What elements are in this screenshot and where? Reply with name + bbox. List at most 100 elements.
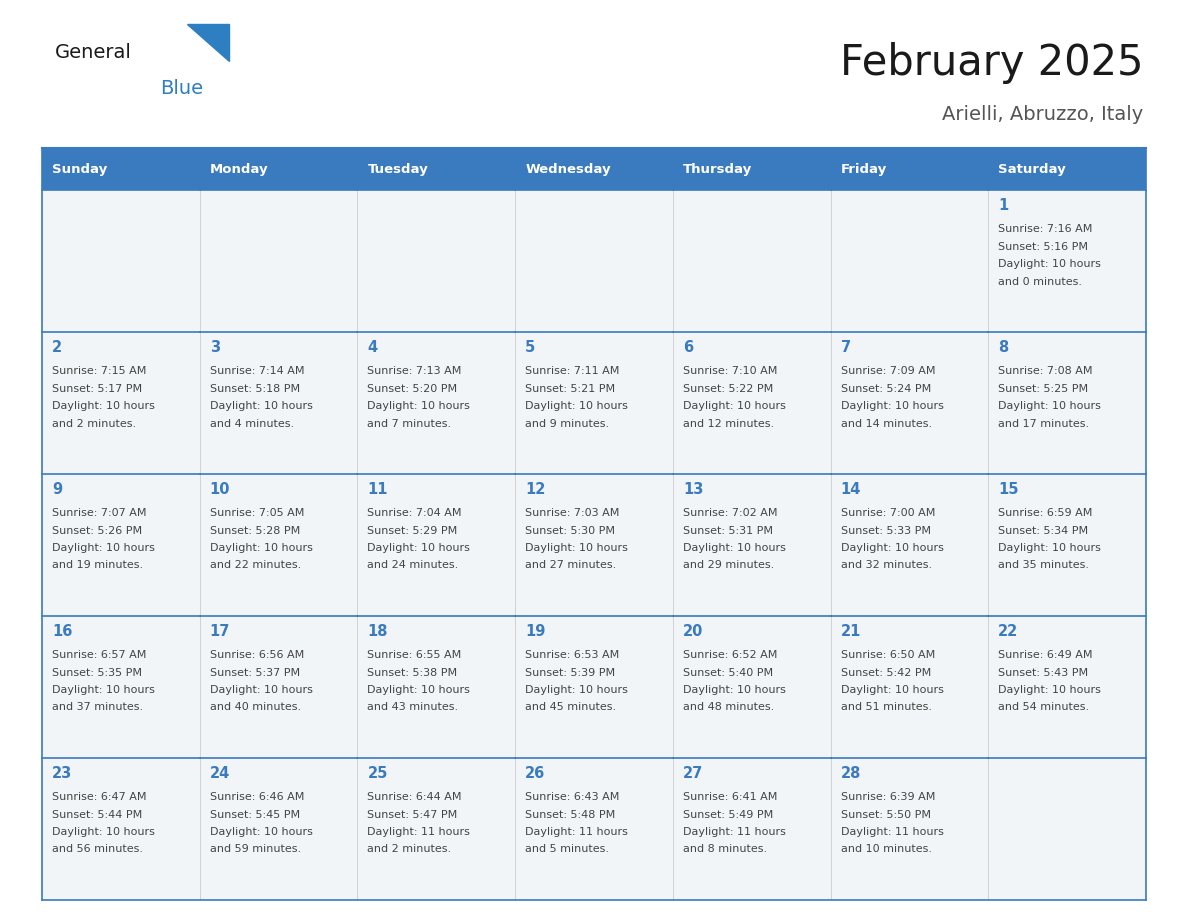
Bar [42, 474, 200, 616]
Text: Sunrise: 7:00 AM: Sunrise: 7:00 AM [841, 508, 935, 518]
Text: 11: 11 [367, 482, 388, 497]
Polygon shape [187, 24, 229, 61]
Text: Wednesday: Wednesday [525, 162, 611, 175]
Text: Daylight: 10 hours: Daylight: 10 hours [525, 543, 628, 553]
Text: Daylight: 10 hours: Daylight: 10 hours [998, 259, 1101, 269]
Text: Daylight: 10 hours: Daylight: 10 hours [683, 401, 785, 411]
Bar [672, 616, 830, 758]
Text: 17: 17 [210, 624, 230, 639]
Text: and 24 minutes.: and 24 minutes. [367, 561, 459, 570]
Text: Monday: Monday [210, 162, 268, 175]
Text: Sunset: 5:43 PM: Sunset: 5:43 PM [998, 667, 1088, 677]
Text: Daylight: 11 hours: Daylight: 11 hours [525, 827, 628, 837]
Text: Sunset: 5:38 PM: Sunset: 5:38 PM [367, 667, 457, 677]
Bar [516, 332, 672, 474]
Bar [358, 148, 516, 190]
Text: Sunset: 5:22 PM: Sunset: 5:22 PM [683, 384, 773, 394]
Bar [988, 616, 1146, 758]
Text: and 9 minutes.: and 9 minutes. [525, 419, 609, 429]
Text: and 12 minutes.: and 12 minutes. [683, 419, 775, 429]
Text: Sunrise: 6:59 AM: Sunrise: 6:59 AM [998, 508, 1093, 518]
Text: and 43 minutes.: and 43 minutes. [367, 702, 459, 712]
Text: Sunset: 5:20 PM: Sunset: 5:20 PM [367, 384, 457, 394]
Text: Sunrise: 7:05 AM: Sunrise: 7:05 AM [210, 508, 304, 518]
Text: 28: 28 [841, 766, 861, 781]
Text: Sunset: 5:17 PM: Sunset: 5:17 PM [52, 384, 143, 394]
Text: and 45 minutes.: and 45 minutes. [525, 702, 617, 712]
Bar [42, 190, 200, 332]
Text: Sunrise: 6:41 AM: Sunrise: 6:41 AM [683, 792, 777, 802]
Text: 2: 2 [52, 340, 62, 355]
Text: 27: 27 [683, 766, 703, 781]
Text: and 19 minutes.: and 19 minutes. [52, 561, 143, 570]
Text: Sunset: 5:42 PM: Sunset: 5:42 PM [841, 667, 931, 677]
Bar [200, 758, 358, 900]
Bar [830, 758, 988, 900]
Text: and 22 minutes.: and 22 minutes. [210, 561, 301, 570]
Bar [988, 332, 1146, 474]
Text: Sunrise: 6:46 AM: Sunrise: 6:46 AM [210, 792, 304, 802]
Text: Sunset: 5:30 PM: Sunset: 5:30 PM [525, 525, 615, 535]
Bar [988, 190, 1146, 332]
Text: and 56 minutes.: and 56 minutes. [52, 845, 143, 855]
Text: Sunrise: 7:15 AM: Sunrise: 7:15 AM [52, 366, 146, 376]
Bar [42, 616, 200, 758]
Text: Sunset: 5:26 PM: Sunset: 5:26 PM [52, 525, 143, 535]
Text: and 2 minutes.: and 2 minutes. [367, 845, 451, 855]
Text: Daylight: 10 hours: Daylight: 10 hours [998, 543, 1101, 553]
Text: General: General [55, 43, 132, 62]
Text: Sunset: 5:16 PM: Sunset: 5:16 PM [998, 241, 1088, 252]
Text: Sunset: 5:29 PM: Sunset: 5:29 PM [367, 525, 457, 535]
Text: Sunset: 5:18 PM: Sunset: 5:18 PM [210, 384, 299, 394]
Text: 15: 15 [998, 482, 1019, 497]
Text: 14: 14 [841, 482, 861, 497]
Bar [516, 148, 672, 190]
Text: Sunrise: 6:44 AM: Sunrise: 6:44 AM [367, 792, 462, 802]
Text: Daylight: 10 hours: Daylight: 10 hours [998, 401, 1101, 411]
Text: Sunrise: 7:13 AM: Sunrise: 7:13 AM [367, 366, 462, 376]
Bar [830, 190, 988, 332]
Text: Daylight: 10 hours: Daylight: 10 hours [367, 685, 470, 695]
Text: Daylight: 10 hours: Daylight: 10 hours [210, 827, 312, 837]
Text: 16: 16 [52, 624, 72, 639]
Text: and 32 minutes.: and 32 minutes. [841, 561, 931, 570]
Text: and 35 minutes.: and 35 minutes. [998, 561, 1089, 570]
Text: Daylight: 10 hours: Daylight: 10 hours [525, 685, 628, 695]
Text: 8: 8 [998, 340, 1009, 355]
Text: Sunrise: 7:07 AM: Sunrise: 7:07 AM [52, 508, 146, 518]
Text: 3: 3 [210, 340, 220, 355]
Text: Saturday: Saturday [998, 162, 1066, 175]
Text: 1: 1 [998, 198, 1009, 213]
Text: Sunset: 5:21 PM: Sunset: 5:21 PM [525, 384, 615, 394]
Text: Sunrise: 7:16 AM: Sunrise: 7:16 AM [998, 224, 1093, 234]
Text: Daylight: 10 hours: Daylight: 10 hours [210, 543, 312, 553]
Text: 22: 22 [998, 624, 1018, 639]
Text: Daylight: 10 hours: Daylight: 10 hours [841, 543, 943, 553]
Text: 18: 18 [367, 624, 388, 639]
Text: and 0 minutes.: and 0 minutes. [998, 276, 1082, 286]
Text: Sunset: 5:35 PM: Sunset: 5:35 PM [52, 667, 143, 677]
Bar [830, 616, 988, 758]
Text: Daylight: 11 hours: Daylight: 11 hours [367, 827, 470, 837]
Bar [672, 190, 830, 332]
Text: Sunset: 5:31 PM: Sunset: 5:31 PM [683, 525, 773, 535]
Bar [672, 148, 830, 190]
Bar [358, 474, 516, 616]
Text: 6: 6 [683, 340, 693, 355]
Bar [42, 758, 200, 900]
Text: Arielli, Abruzzo, Italy: Arielli, Abruzzo, Italy [942, 105, 1143, 124]
Text: 23: 23 [52, 766, 72, 781]
Text: Daylight: 11 hours: Daylight: 11 hours [841, 827, 943, 837]
Text: Sunrise: 6:43 AM: Sunrise: 6:43 AM [525, 792, 619, 802]
Text: and 48 minutes.: and 48 minutes. [683, 702, 775, 712]
Text: Daylight: 10 hours: Daylight: 10 hours [525, 401, 628, 411]
Bar [516, 616, 672, 758]
Bar [516, 190, 672, 332]
Text: Daylight: 10 hours: Daylight: 10 hours [683, 685, 785, 695]
Text: Daylight: 10 hours: Daylight: 10 hours [52, 543, 154, 553]
Text: Tuesday: Tuesday [367, 162, 428, 175]
Text: 10: 10 [210, 482, 230, 497]
Text: Daylight: 10 hours: Daylight: 10 hours [210, 685, 312, 695]
Bar [200, 332, 358, 474]
Text: Blue: Blue [160, 79, 203, 98]
